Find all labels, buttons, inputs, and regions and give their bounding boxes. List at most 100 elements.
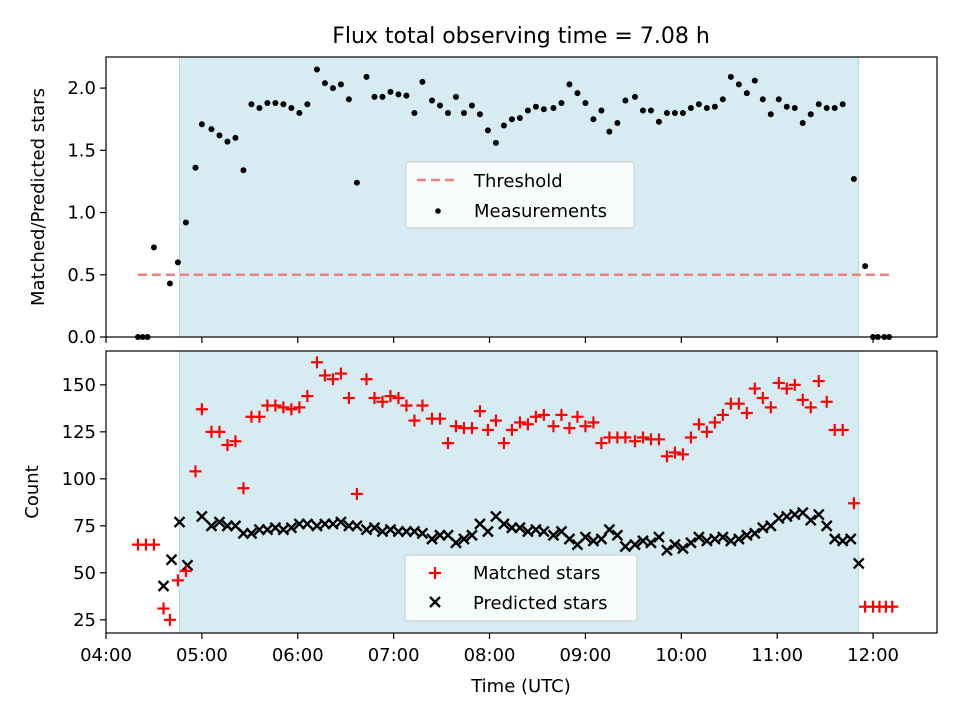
predicted-star-point	[514, 521, 526, 534]
matched-star-point	[189, 465, 202, 478]
predicted-star-point	[368, 521, 381, 534]
measurement-point	[799, 119, 806, 126]
measurement-point	[767, 111, 774, 118]
measurement-point	[631, 93, 638, 100]
measurement-point	[321, 80, 328, 87]
measurement-point	[727, 73, 734, 80]
matched-star-point	[636, 431, 649, 444]
measurement-point	[150, 244, 157, 251]
measurement-point	[582, 100, 589, 107]
legend-measurements-label: Measurements	[474, 201, 607, 222]
matched-star-point	[513, 416, 526, 429]
predicted-star-point	[669, 538, 681, 551]
measurement-point	[379, 93, 386, 100]
x-tick-label: 11:00	[751, 645, 803, 666]
measurement-point	[751, 77, 758, 84]
matched-star-point	[326, 373, 339, 386]
legend-predicted-label: Predicted stars	[473, 593, 607, 614]
matched-star-point	[772, 376, 785, 389]
legend-predicted-swatch	[429, 596, 441, 608]
predicted-star-point	[205, 519, 218, 532]
predicted-star-point	[498, 518, 510, 530]
measurement-point	[743, 90, 750, 97]
predicted-star-point	[693, 531, 705, 543]
measurement-point	[429, 97, 436, 104]
matched-star-point	[285, 403, 298, 416]
measurement-point	[444, 110, 451, 116]
matched-star-point	[392, 392, 405, 404]
measurement-point	[703, 105, 710, 112]
measurement-point	[831, 105, 838, 112]
bottom-axes-frame	[105, 350, 938, 634]
matched-star-point	[473, 405, 486, 418]
measurement-point	[296, 110, 303, 116]
predicted-star-point	[181, 559, 194, 572]
matched-star-point	[804, 401, 817, 414]
measurement-point	[224, 138, 231, 145]
matched-star-point	[213, 425, 226, 438]
predicted-star-point	[547, 529, 560, 542]
predicted-star-point	[351, 519, 363, 532]
matched-star-point	[489, 414, 502, 427]
matched-star-point	[836, 423, 849, 436]
predicted-star-point	[619, 540, 632, 553]
measurement-point	[614, 119, 621, 126]
predicted-star-point	[645, 536, 657, 549]
measurement-point	[524, 107, 531, 114]
measurement-point	[280, 101, 287, 108]
top-legend: Threshold Measurements	[405, 161, 635, 229]
measurement-point	[192, 164, 199, 171]
measurement-point	[850, 175, 857, 182]
measurement-point	[639, 107, 646, 114]
matched-star-point	[416, 399, 429, 412]
matched-star-point	[310, 356, 323, 369]
bottom-y-axis-label: Count	[22, 465, 43, 518]
predicted-star-point	[196, 510, 208, 523]
matched-star-point	[318, 369, 331, 382]
top-y-axis-label: Matched/Predicted stars	[28, 88, 49, 306]
legend-matched-swatch	[429, 567, 441, 579]
measurement-point	[500, 122, 507, 129]
measurement-point	[679, 110, 686, 116]
measurement-point	[492, 139, 499, 146]
predicted-star-point	[677, 542, 689, 555]
measurement-point	[508, 116, 515, 123]
predicted-star-point	[844, 533, 857, 545]
matched-star-point	[342, 392, 355, 404]
matched-star-point	[269, 399, 282, 412]
matched-star-point	[505, 423, 518, 436]
matched-star-point	[619, 431, 632, 444]
predicted-star-point	[538, 525, 550, 538]
matched-stars-points	[131, 356, 899, 626]
measurement-point	[460, 110, 467, 116]
predicted-star-point	[685, 536, 697, 549]
measurement-point	[558, 100, 565, 107]
top-y-tick-label: 0.0	[67, 327, 96, 348]
matched-star-point	[537, 408, 550, 421]
measurement-point	[345, 96, 352, 103]
matched-star-point	[780, 382, 793, 395]
measurement-point	[622, 97, 629, 104]
matched-star-point	[147, 538, 160, 551]
predicted-star-point	[173, 516, 186, 528]
predicted-stars-points	[157, 506, 865, 592]
matched-star-point	[700, 425, 713, 438]
matched-star-point	[179, 564, 192, 577]
measurement-point	[695, 101, 702, 108]
measurement-point	[671, 110, 678, 116]
top-legend-box	[405, 161, 635, 229]
measurement-point	[807, 111, 814, 118]
measurement-point	[313, 66, 320, 73]
measurement-point	[550, 105, 557, 112]
measurement-point	[598, 107, 605, 114]
predicted-star-point	[335, 516, 347, 528]
matched-star-point	[360, 373, 373, 386]
top-measurement-points	[134, 66, 893, 340]
measurement-point	[208, 126, 215, 133]
x-tick-label: 09:00	[559, 645, 611, 666]
predicted-star-point	[466, 529, 478, 542]
predicted-star-point	[165, 553, 178, 566]
measurement-point	[735, 81, 742, 88]
predicted-star-point	[661, 544, 673, 557]
